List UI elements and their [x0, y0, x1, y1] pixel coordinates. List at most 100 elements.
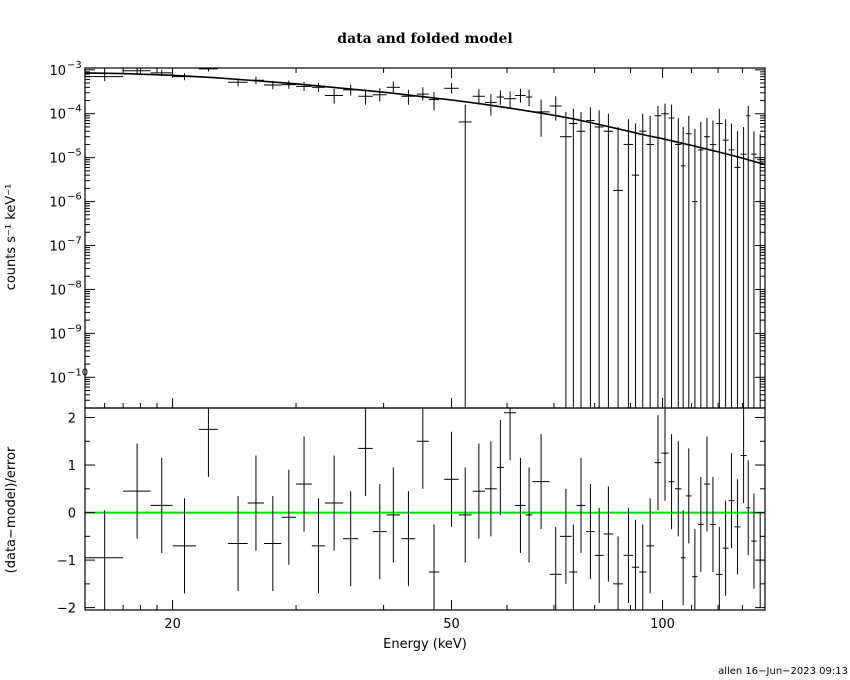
residual-point — [503, 408, 517, 461]
data-point — [654, 106, 662, 408]
data-point — [172, 73, 197, 81]
residual-point — [525, 467, 533, 563]
residual-point — [296, 436, 312, 532]
residual-point — [603, 486, 614, 582]
data-point — [698, 121, 704, 408]
residual-point — [150, 457, 173, 553]
data-point — [613, 126, 623, 408]
residual-point — [722, 500, 729, 596]
data-point — [247, 76, 264, 85]
data-point — [458, 104, 472, 408]
residual-point — [325, 455, 343, 551]
data-point — [709, 120, 717, 408]
bottom-panel: −2 −1 0 1 2 20 50 100 (data−model)/error Energy… — [4, 407, 766, 652]
residual-point — [172, 498, 197, 594]
data-point — [444, 83, 459, 94]
residual-point — [549, 526, 562, 610]
residual-point — [247, 455, 264, 551]
residual-point — [263, 495, 282, 591]
residual-point — [594, 507, 604, 603]
bottom-frame — [84, 407, 766, 611]
bottom-axes: −2 −1 0 1 2 20 50 100 — [57, 407, 766, 632]
y-tick-label: 10 — [49, 64, 66, 79]
residual-point — [532, 434, 550, 530]
data-point — [685, 115, 692, 408]
y-tick-label: 10 — [49, 327, 66, 342]
residual-point — [668, 434, 675, 530]
residual-point — [416, 408, 429, 489]
residual-point — [472, 443, 485, 539]
y-tick-label: 1 — [68, 459, 76, 474]
x-tick-label: 100 — [650, 617, 675, 632]
data-point — [675, 118, 682, 408]
residual-point — [342, 491, 359, 587]
y-tick-label: 10 — [49, 196, 66, 211]
data-point — [325, 88, 343, 104]
y-tick-exponent: −6 — [67, 192, 82, 203]
chart-title: data and folded model — [337, 31, 512, 47]
data-point — [704, 118, 710, 408]
data-point — [263, 80, 282, 90]
data-point — [428, 92, 440, 111]
data-point — [728, 123, 735, 408]
residual-point — [623, 507, 634, 603]
residual-point — [698, 476, 704, 572]
model-curve — [84, 72, 766, 166]
residual-point — [654, 415, 662, 511]
x-tick-label: 50 — [443, 617, 460, 632]
data-point — [416, 87, 429, 101]
residual-point — [560, 488, 572, 584]
residual-point — [675, 441, 682, 537]
residual-point — [515, 457, 526, 553]
data-point — [740, 126, 747, 408]
x-axis-label: Energy (keV) — [383, 637, 467, 652]
residual-point — [458, 467, 472, 563]
y-tick-label: 10 — [49, 152, 66, 167]
data-point — [342, 84, 359, 96]
top-y-axis-label: counts s⁻¹ keV⁻¹ — [4, 184, 19, 291]
data-point — [639, 113, 647, 408]
residual-point — [586, 484, 595, 580]
residual-point — [613, 536, 623, 610]
y-tick-label: 10 — [49, 108, 66, 123]
data-point — [576, 111, 586, 408]
residual-point — [228, 495, 248, 591]
data-point — [668, 104, 675, 408]
y-tick-exponent: −5 — [67, 148, 82, 159]
residual-point — [401, 491, 416, 587]
data-point — [123, 68, 151, 75]
y-tick-label: 2 — [68, 412, 76, 427]
data-point — [746, 106, 751, 408]
y-tick-label: −1 — [57, 554, 76, 569]
top-frame — [84, 67, 766, 409]
residual-point — [123, 443, 151, 539]
y-tick-label: −2 — [57, 602, 76, 617]
footer-timestamp: allen 16−Jun−2023 09:13 — [718, 666, 848, 677]
residual-point — [576, 457, 586, 553]
data-point — [228, 78, 248, 87]
residual-point — [569, 524, 578, 610]
data-point — [716, 108, 723, 408]
data-point — [623, 119, 634, 408]
y-tick-label: 10 — [49, 371, 66, 386]
residual-point — [428, 524, 440, 610]
data-point — [515, 88, 526, 103]
data-point — [692, 128, 698, 408]
data-point — [569, 108, 578, 408]
residual-point — [198, 408, 218, 477]
data-point — [296, 81, 312, 91]
data-point — [646, 115, 654, 408]
residual-point — [704, 436, 710, 532]
residual-point — [746, 460, 751, 556]
residual-point — [751, 493, 757, 589]
residual-point — [740, 408, 747, 504]
data-point — [525, 89, 533, 107]
residual-point — [646, 498, 654, 594]
data-point — [401, 89, 416, 105]
residual-point — [281, 469, 297, 565]
y-tick-exponent: −4 — [67, 104, 82, 115]
data-point — [734, 131, 741, 408]
data-point — [484, 94, 497, 116]
